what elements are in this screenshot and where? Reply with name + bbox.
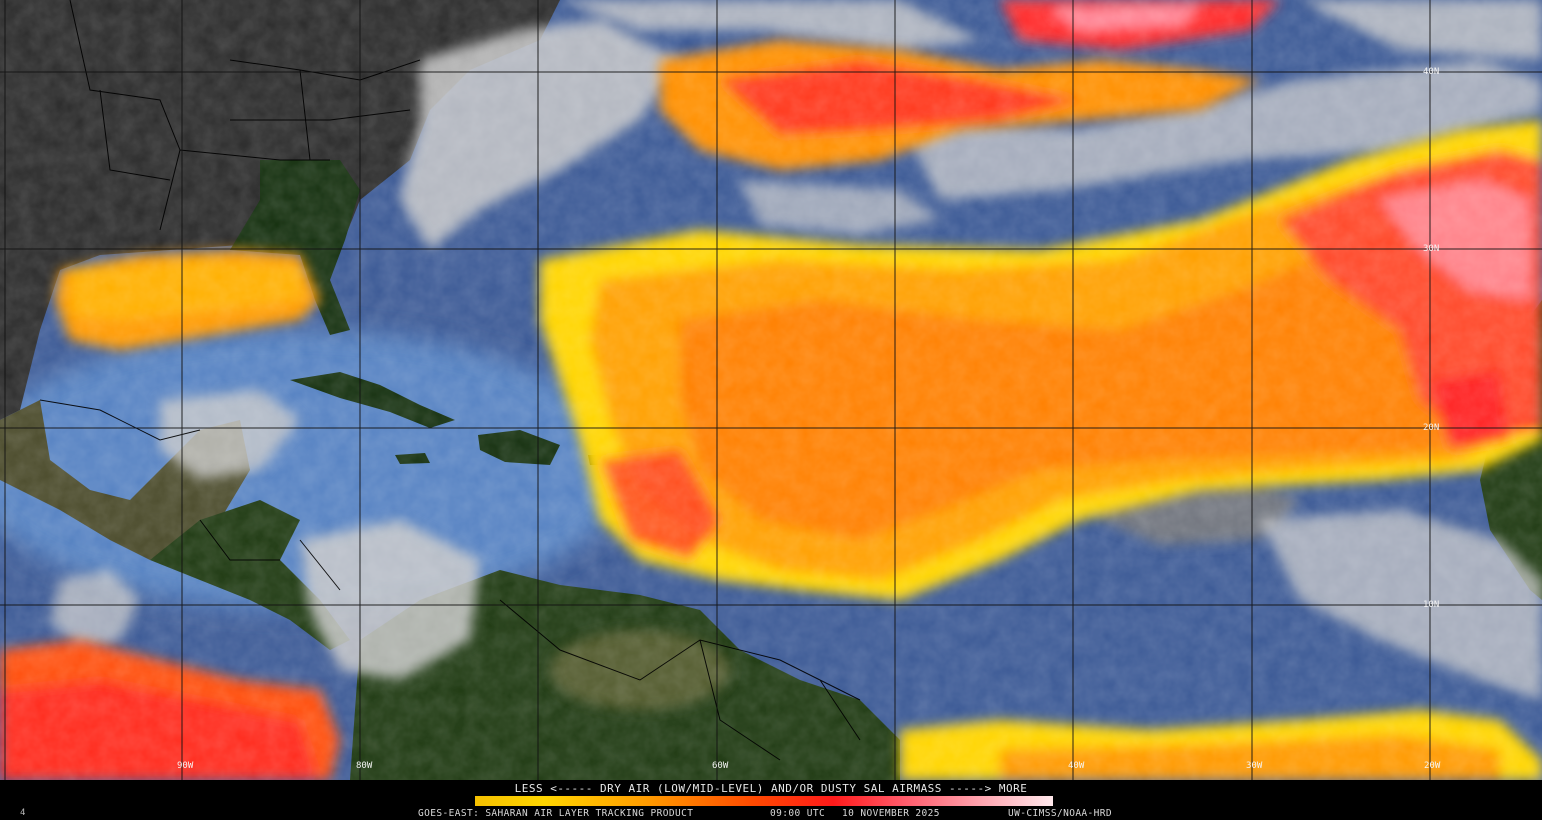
- lat-label-40n: 40N: [1423, 67, 1439, 77]
- lon-label-80w: 80W: [356, 761, 373, 771]
- frame-number: 4: [20, 808, 26, 818]
- footer-time: 09:00 UTC: [770, 808, 826, 819]
- footer-date: 10 NOVEMBER 2025: [842, 808, 940, 819]
- sal-colorbar: [475, 796, 1053, 806]
- lon-label-40w: 40W: [1068, 761, 1085, 771]
- lon-label-60w: 60W: [712, 761, 729, 771]
- footer-credit: UW-CIMSS/NOAA-HRD: [1008, 808, 1113, 819]
- texture-overlay: [0, 0, 1542, 780]
- lon-label-30w: 30W: [1246, 761, 1263, 771]
- political-borders: [39, 0, 861, 761]
- lat-label-30n: 30N: [1423, 244, 1439, 254]
- lat-lon-grid: [0, 0, 1542, 780]
- lat-label-10n: 10N: [1423, 600, 1439, 610]
- lon-label-90w: 90W: [177, 761, 194, 771]
- lat-label-20n: 20N: [1423, 423, 1439, 433]
- satellite-map: 40N 30N 20N 10N 90W 80W 60W 40W 30W 20W: [0, 0, 1542, 780]
- legend-scale-text: LESS <----- DRY AIR (LOW/MID-LEVEL) AND/…: [514, 782, 1028, 795]
- footer-product: GOES-EAST: SAHARAN AIR LAYER TRACKING PR…: [418, 808, 694, 819]
- lon-label-20w: 20W: [1424, 761, 1441, 771]
